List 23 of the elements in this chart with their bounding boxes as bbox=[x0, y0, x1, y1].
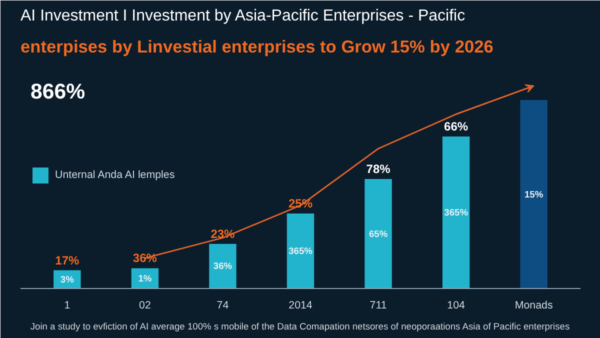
x-tick-label: 74 bbox=[216, 300, 229, 312]
annotation: 36% bbox=[132, 251, 158, 266]
annotation: 36% bbox=[213, 261, 233, 272]
annotation: 66% bbox=[444, 119, 468, 134]
x-tick-label: 711 bbox=[370, 300, 387, 312]
annotation: 65% bbox=[368, 228, 388, 239]
chart-title: AI Investment I Investment by Asia-Pacific Enterprises - Pacific bbox=[20, 8, 466, 24]
text: Join a study to evfiction of AI average 100% s mobile of the Data Comapation netsores of neoporaations Asia of Pacific enterprises bbox=[30, 322, 570, 332]
x-tick-label: 104 bbox=[447, 300, 466, 312]
annotation: 365% bbox=[288, 246, 314, 256]
annotation: 17% bbox=[55, 253, 80, 268]
x-tick-label: Monads bbox=[514, 300, 553, 312]
x-tick-label: 1 bbox=[64, 300, 70, 312]
annotation: 78% bbox=[366, 162, 391, 176]
annotation: 866% bbox=[30, 80, 86, 104]
x-tick-label: 2014 bbox=[288, 300, 312, 312]
annotation: 3% bbox=[60, 274, 75, 284]
annotation: 1% bbox=[138, 273, 152, 284]
annotation: 15% bbox=[524, 189, 544, 200]
chart-subtitle: enterpises by Linvestial enterprises to Grow 15% by 2026 bbox=[20, 36, 494, 56]
annotation: 365% bbox=[444, 207, 469, 218]
x-tick-label: 02 bbox=[139, 300, 151, 312]
legend-label: Unternal Anda AI lemples bbox=[55, 168, 175, 180]
